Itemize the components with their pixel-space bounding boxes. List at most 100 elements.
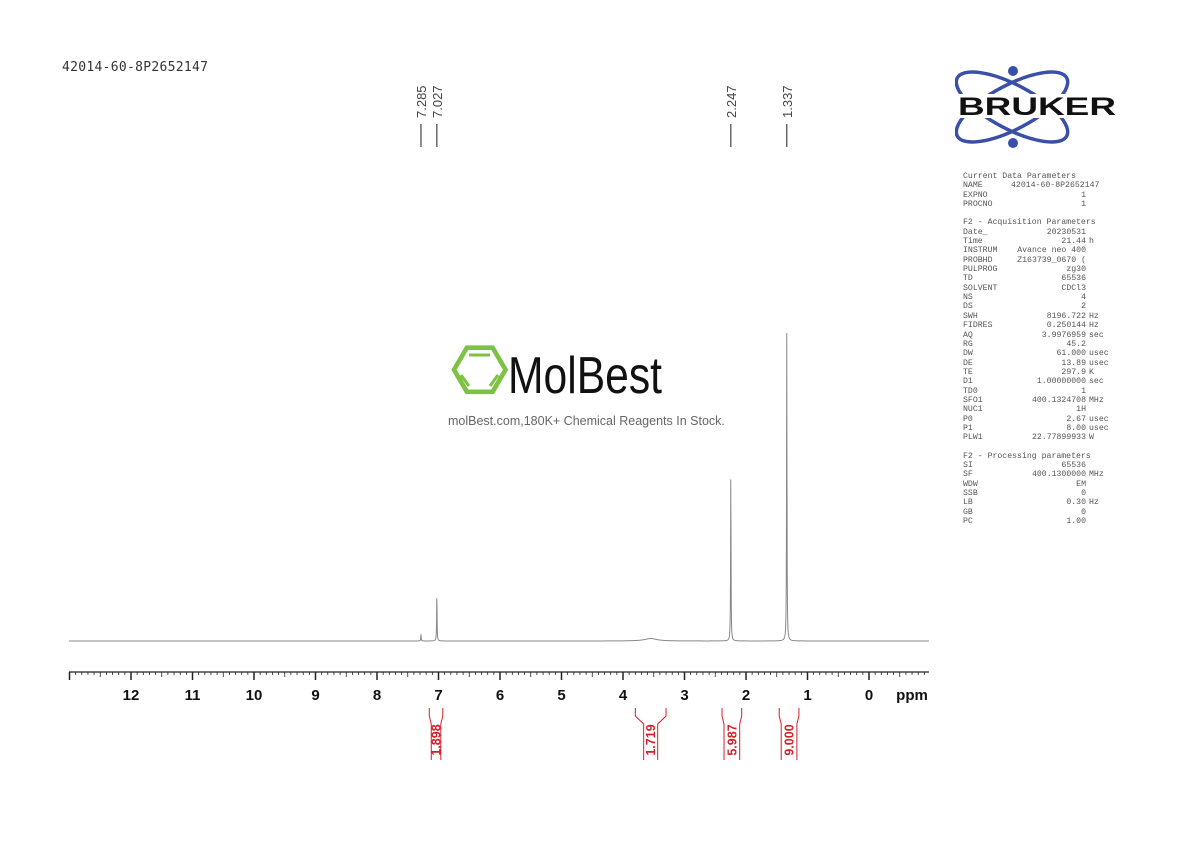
- param-key: PULPROG: [963, 265, 998, 275]
- x-tick-label: 11: [185, 687, 201, 704]
- param-section-title: F2 - Acquisition Parameters: [963, 218, 1096, 228]
- param-value: 4: [1081, 293, 1086, 303]
- param-unit: [1086, 274, 1113, 283]
- param-value: 22.77899933: [1031, 433, 1086, 443]
- param-unit: K: [1089, 367, 1094, 377]
- integral-value: 1.719: [644, 724, 658, 755]
- param-key: PROCNO: [963, 200, 993, 210]
- param-unit: [1086, 480, 1113, 489]
- param-key: Time: [963, 237, 983, 247]
- integral-value: 5.987: [725, 724, 739, 755]
- param-value: 2.67: [1066, 414, 1086, 424]
- param-row: SWH 8196.722 Hz: [963, 312, 1113, 321]
- param-row: SSB 0: [963, 489, 1113, 498]
- param-value: Z163739_0670 (: [1017, 255, 1086, 265]
- param-key: WDW: [963, 479, 978, 489]
- peak-label: 7.027: [430, 85, 445, 147]
- param-row: SF 400.1300000 MHz: [963, 470, 1113, 479]
- peak-label-text: 7.285: [414, 85, 429, 118]
- molbest-tagline: molBest.com,180K+ Chemical Reagents In S…: [448, 414, 725, 428]
- x-tick-label: 12: [123, 687, 140, 704]
- param-row: PLW1 22.77899933 W: [963, 433, 1113, 442]
- param-value: 400.1300000: [1031, 470, 1086, 480]
- peak-label: 7.285: [414, 85, 429, 147]
- param-key: EXPNO: [963, 190, 988, 200]
- x-tick-label: 9: [311, 687, 319, 704]
- param-value: 2: [1081, 302, 1086, 312]
- peak-label: 2.247: [724, 85, 739, 147]
- param-row: NAME 42014-60-8P2652147: [963, 181, 1113, 190]
- param-value: 65536: [1061, 460, 1086, 470]
- param-value: 0.30: [1066, 498, 1086, 508]
- param-key: RG: [963, 339, 973, 349]
- param-row: SOLVENT CDCl3: [963, 284, 1113, 293]
- x-tick-label: 1: [803, 687, 811, 704]
- param-unit: [1086, 302, 1113, 311]
- param-unit: [1086, 387, 1113, 396]
- param-key: FIDRES: [963, 321, 993, 331]
- param-key: DE: [963, 358, 973, 368]
- param-unit: [1086, 200, 1113, 209]
- param-value: 1: [1081, 386, 1086, 396]
- param-value: 21.44: [1061, 237, 1086, 247]
- param-unit: Hz: [1089, 321, 1099, 331]
- param-unit: [1086, 284, 1113, 293]
- param-value: 0: [1081, 489, 1086, 498]
- param-unit: Hz: [1089, 498, 1099, 508]
- peak-label: 1.337: [780, 85, 795, 147]
- param-row: PROCNO 1: [963, 200, 1113, 209]
- param-section-title: Current Data Parameters: [963, 172, 1077, 181]
- integral-value: 1.898: [430, 724, 444, 755]
- param-unit: [1086, 405, 1113, 414]
- param-unit: usec: [1089, 358, 1109, 368]
- spectrum-trace: [69, 333, 929, 642]
- peak-label-text: 2.247: [724, 85, 739, 118]
- param-key: INSTRUM: [963, 246, 998, 256]
- param-value: 400.1324708: [1031, 395, 1086, 405]
- x-tick-label: 10: [246, 687, 263, 704]
- param-key: SF: [963, 470, 973, 480]
- x-tick-label: 7: [434, 687, 442, 704]
- param-row: NS 4: [963, 293, 1113, 302]
- param-value: 1.00000000: [1036, 377, 1086, 387]
- param-value: 61.000: [1056, 349, 1086, 359]
- param-key: P1: [963, 423, 973, 433]
- sample-name: 42014-60-8P2652147: [62, 60, 209, 75]
- param-unit: [1086, 489, 1113, 498]
- bruker-logo: BRUKER: [955, 66, 1117, 148]
- param-row: NUC1 1H: [963, 405, 1113, 414]
- param-value: 0: [1081, 507, 1086, 517]
- param-key: NS: [963, 293, 973, 303]
- param-unit: sec: [1089, 377, 1104, 387]
- param-unit: [1086, 461, 1113, 470]
- param-row: WDW EM: [963, 480, 1113, 489]
- param-row: PULPROG zg30: [963, 265, 1113, 274]
- param-row: TE 297.9 K: [963, 368, 1113, 377]
- x-tick-label: 4: [619, 687, 628, 704]
- peak-label-text: 1.337: [780, 85, 795, 118]
- param-unit: [1086, 246, 1113, 255]
- param-unit: usec: [1089, 349, 1109, 359]
- param-row: P0 2.67 usec: [963, 415, 1113, 424]
- param-key: SSB: [963, 489, 978, 498]
- param-row: FIDRES 0.250144 Hz: [963, 321, 1113, 330]
- param-key: SFO1: [963, 395, 983, 405]
- x-tick-label: 3: [680, 687, 688, 704]
- param-key: DS: [963, 302, 973, 312]
- acquisition-parameters-panel: Current Data Parameters NAME 42014-60-8P26…: [963, 172, 1113, 526]
- param-value: 13.89: [1061, 358, 1086, 368]
- param-value: 1H: [1076, 405, 1086, 415]
- param-row: SI 65536: [963, 461, 1113, 470]
- param-key: Date_: [963, 227, 988, 237]
- param-unit: [1086, 293, 1113, 302]
- param-unit: usec: [1089, 414, 1109, 424]
- param-value: 1: [1081, 190, 1086, 200]
- param-row: TD0 1: [963, 387, 1113, 396]
- param-value: 1: [1081, 200, 1086, 210]
- param-key: PLW1: [963, 433, 983, 443]
- param-value: 0.250144: [1046, 321, 1086, 331]
- param-key: SWH: [963, 311, 978, 321]
- param-row: RG 45.2: [963, 340, 1113, 349]
- x-tick-label: 0: [865, 687, 873, 704]
- param-row: Time 21.44 h: [963, 237, 1113, 246]
